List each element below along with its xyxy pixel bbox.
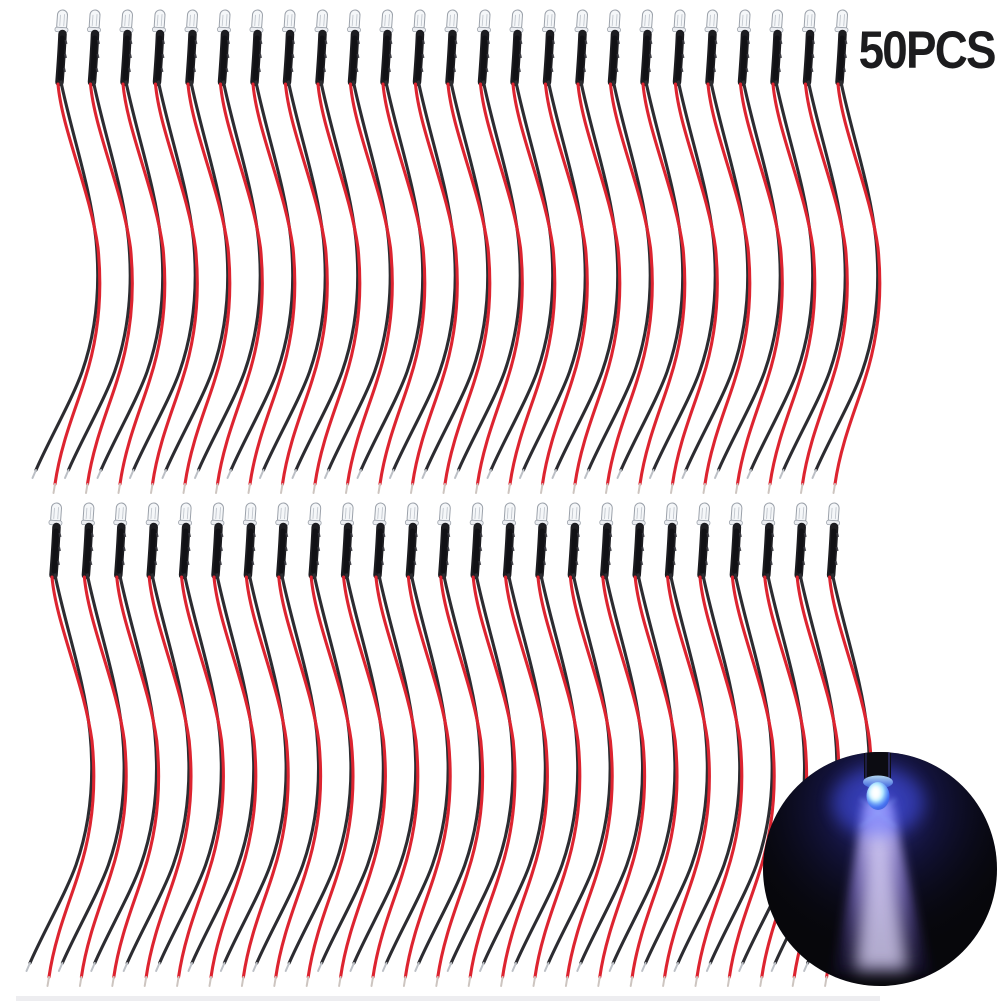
bottom-edge-strip xyxy=(16,996,880,1001)
led-units-layer xyxy=(27,10,880,986)
inset-led-lead xyxy=(864,752,891,780)
led-demo-inset xyxy=(763,752,997,986)
quantity-badge: 50PCS xyxy=(858,20,997,81)
